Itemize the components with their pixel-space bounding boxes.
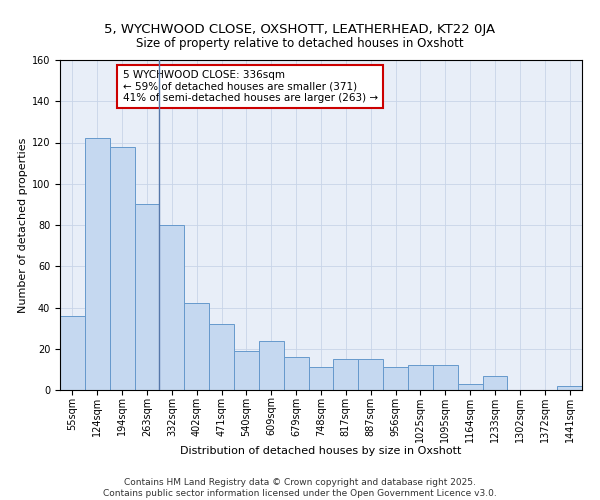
- Bar: [383, 368, 408, 390]
- Bar: [557, 386, 582, 390]
- Bar: [184, 304, 209, 390]
- Bar: [134, 204, 160, 390]
- Bar: [433, 365, 458, 390]
- Bar: [234, 351, 259, 390]
- Bar: [308, 368, 334, 390]
- Text: Contains HM Land Registry data © Crown copyright and database right 2025.
Contai: Contains HM Land Registry data © Crown c…: [103, 478, 497, 498]
- Bar: [259, 340, 284, 390]
- Bar: [160, 225, 184, 390]
- Bar: [85, 138, 110, 390]
- Bar: [110, 146, 134, 390]
- Bar: [458, 384, 482, 390]
- Bar: [60, 316, 85, 390]
- Bar: [334, 359, 358, 390]
- Text: 5, WYCHWOOD CLOSE, OXSHOTT, LEATHERHEAD, KT22 0JA: 5, WYCHWOOD CLOSE, OXSHOTT, LEATHERHEAD,…: [104, 22, 496, 36]
- Text: 5 WYCHWOOD CLOSE: 336sqm
← 59% of detached houses are smaller (371)
41% of semi-: 5 WYCHWOOD CLOSE: 336sqm ← 59% of detach…: [122, 70, 378, 103]
- Bar: [358, 359, 383, 390]
- X-axis label: Distribution of detached houses by size in Oxshott: Distribution of detached houses by size …: [181, 446, 461, 456]
- Bar: [482, 376, 508, 390]
- Text: Size of property relative to detached houses in Oxshott: Size of property relative to detached ho…: [136, 38, 464, 51]
- Bar: [284, 357, 308, 390]
- Bar: [408, 365, 433, 390]
- Bar: [209, 324, 234, 390]
- Y-axis label: Number of detached properties: Number of detached properties: [17, 138, 28, 312]
